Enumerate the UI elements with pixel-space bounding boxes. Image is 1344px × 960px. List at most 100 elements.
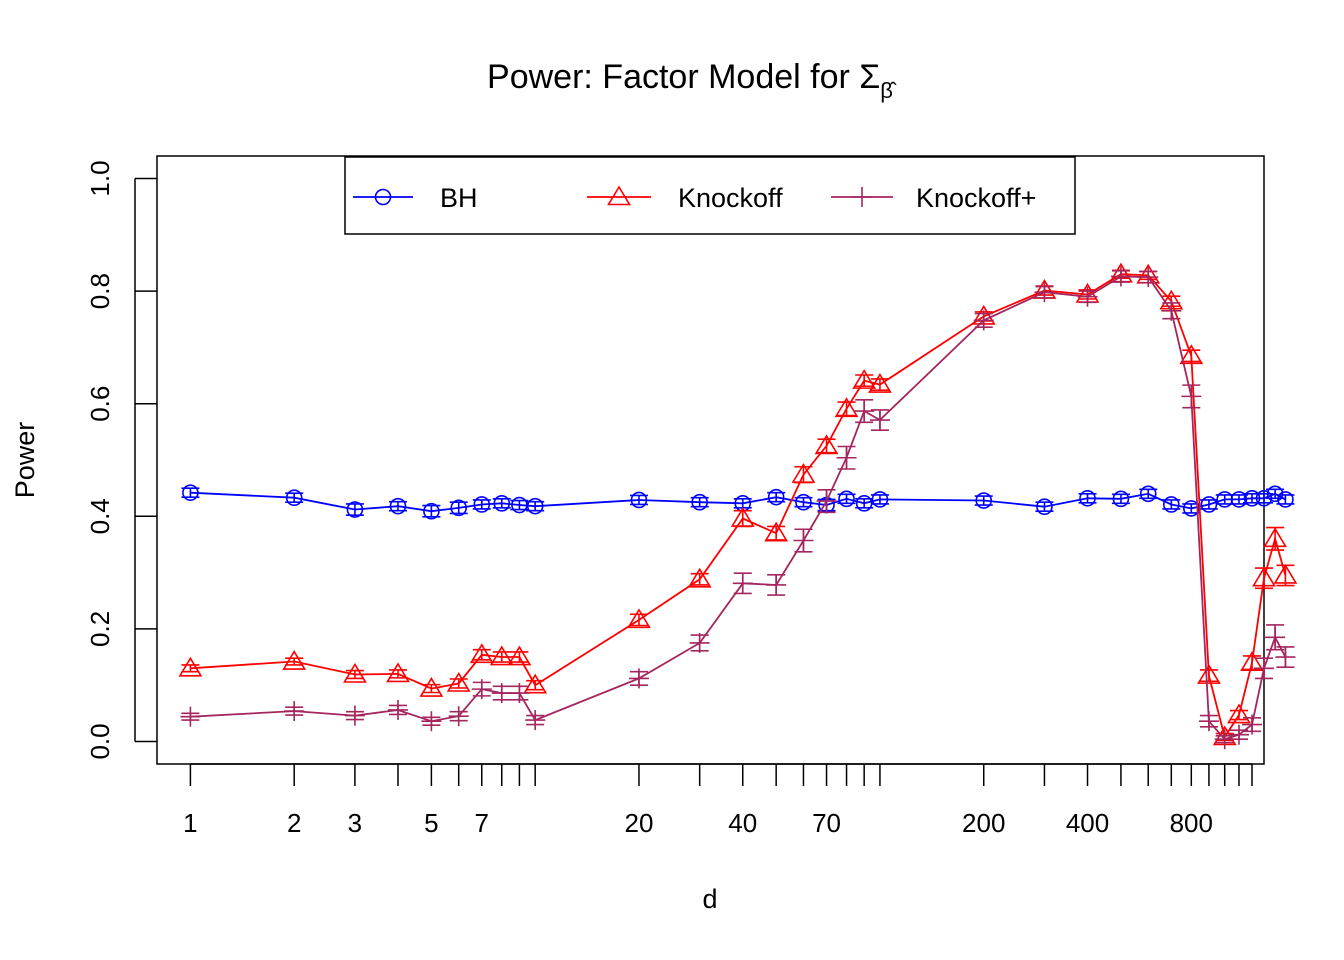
bh-point xyxy=(795,493,812,511)
knockoff-point xyxy=(687,567,712,588)
bh-point xyxy=(423,502,440,520)
knockoff-plus-point xyxy=(387,699,408,720)
knockoff-point xyxy=(1179,344,1204,365)
knockoff-plus-point xyxy=(1242,714,1263,735)
knockoff-point xyxy=(868,373,892,393)
knockoff-plus-point xyxy=(1265,627,1286,648)
knockoff-error-bar xyxy=(181,664,200,673)
y-tick-label: 0.8 xyxy=(85,273,115,309)
x-tick-label: 3 xyxy=(348,808,362,838)
knockoff-plus-point xyxy=(471,679,492,700)
bh-point xyxy=(389,497,407,515)
knockoff-plus-point xyxy=(448,706,469,727)
bh-point xyxy=(975,492,993,509)
knockoff-error-bar xyxy=(472,648,491,661)
knockoff-point xyxy=(1227,703,1251,724)
knockoff-plus-point xyxy=(836,447,857,468)
bh-point xyxy=(1139,485,1157,503)
legend-label-knockoff-plus: Knockoff+ xyxy=(916,183,1036,213)
knockoff-plus-point xyxy=(1254,658,1274,679)
x-tick-label: 400 xyxy=(1066,808,1109,838)
bh-point xyxy=(182,484,199,501)
legend-label-bh: BH xyxy=(440,183,478,213)
y-tick-label: 0.6 xyxy=(85,386,115,422)
knockoff-error-bar xyxy=(345,669,364,680)
knockoff-point xyxy=(419,677,444,697)
legend-marker-knockoff xyxy=(607,185,631,206)
bh-point xyxy=(473,496,491,513)
knockoff-plus-point xyxy=(628,668,649,689)
bh-point xyxy=(838,490,855,508)
knockoff-plus-point xyxy=(816,491,837,512)
bh-point xyxy=(1036,498,1053,516)
knockoff-plus-point xyxy=(180,706,201,727)
knockoff-plus-point xyxy=(284,701,305,722)
knockoff-plus-point xyxy=(344,705,365,726)
plot-content xyxy=(178,262,1298,750)
knockoff-plus-point xyxy=(421,711,442,732)
knockoff-point xyxy=(178,656,203,677)
knockoff-plus-point xyxy=(1181,386,1202,407)
y-axis-label: Power xyxy=(10,422,40,499)
legend-box xyxy=(344,156,1076,235)
bh-point xyxy=(1277,491,1294,508)
knockoff-point xyxy=(342,662,367,683)
bh-point xyxy=(767,488,785,506)
knockoff-point xyxy=(1252,566,1276,587)
knockoff-plus-point xyxy=(973,310,994,331)
legend-entry-bh: BH xyxy=(353,183,478,213)
knockoff-point xyxy=(469,643,494,664)
x-axis-label: d xyxy=(702,884,717,914)
knockoff-point xyxy=(627,608,651,629)
knockoff-plus-point xyxy=(525,710,546,731)
legend-marker-knockoff-plus xyxy=(852,187,872,207)
knockoff-error-bar xyxy=(870,378,889,391)
x-tick-label: 40 xyxy=(728,808,757,838)
legend-entry-knockoff-plus: Knockoff+ xyxy=(831,183,1036,213)
knockoff-error-bar xyxy=(629,613,648,627)
bh-point xyxy=(1230,491,1248,508)
knockoff-point xyxy=(489,645,514,666)
bh-point xyxy=(493,495,511,512)
knockoff-error-bar xyxy=(492,651,511,663)
legend: BH Knockoff Knockoff+ xyxy=(344,156,1076,235)
knockoff-point xyxy=(1240,651,1264,671)
knockoff-point xyxy=(1197,664,1221,684)
knockoff-point xyxy=(764,521,789,542)
knockoff-point xyxy=(730,506,755,527)
bh-point xyxy=(450,499,467,517)
knockoff-point xyxy=(386,662,410,683)
x-tick-label: 70 xyxy=(812,808,841,838)
series-bh xyxy=(181,484,1295,520)
knockoff-error-bar xyxy=(690,572,709,586)
knockoff-plus-point xyxy=(869,410,890,431)
knockoff-plus-point xyxy=(1034,282,1055,303)
bh-point xyxy=(1243,489,1261,507)
knockoff-point xyxy=(446,671,471,692)
x-tick-label: 5 xyxy=(424,808,438,838)
knockoff-plus-point xyxy=(1228,724,1249,745)
bh-point xyxy=(691,493,708,511)
plot-frame xyxy=(156,155,1265,765)
knockoff-plus-point xyxy=(1110,266,1131,287)
x-tick-label: 1 xyxy=(183,808,197,838)
x-tick-label: 2 xyxy=(287,808,301,838)
knockoff-plus-point xyxy=(689,632,710,653)
bh-point xyxy=(871,491,889,508)
bh-point xyxy=(285,489,303,507)
knockoff-error-bar xyxy=(1199,669,1218,683)
bh-point xyxy=(1112,490,1130,508)
y-tick-label: 0.0 xyxy=(85,723,115,759)
x-tick-label: 800 xyxy=(1170,808,1213,838)
bh-point xyxy=(1266,485,1284,503)
bh-point xyxy=(630,491,648,509)
knockoff-plus-point xyxy=(793,530,814,551)
knockoff-error-bar xyxy=(526,679,545,691)
knockoff-plus-point xyxy=(1138,267,1159,288)
knockoff-point xyxy=(1273,563,1298,584)
chart-title-subscript: β̂ xyxy=(880,78,897,103)
knockoff-error-bar xyxy=(855,374,874,388)
knockoff-plus-point xyxy=(1198,711,1219,732)
knockoff-point xyxy=(834,397,859,418)
